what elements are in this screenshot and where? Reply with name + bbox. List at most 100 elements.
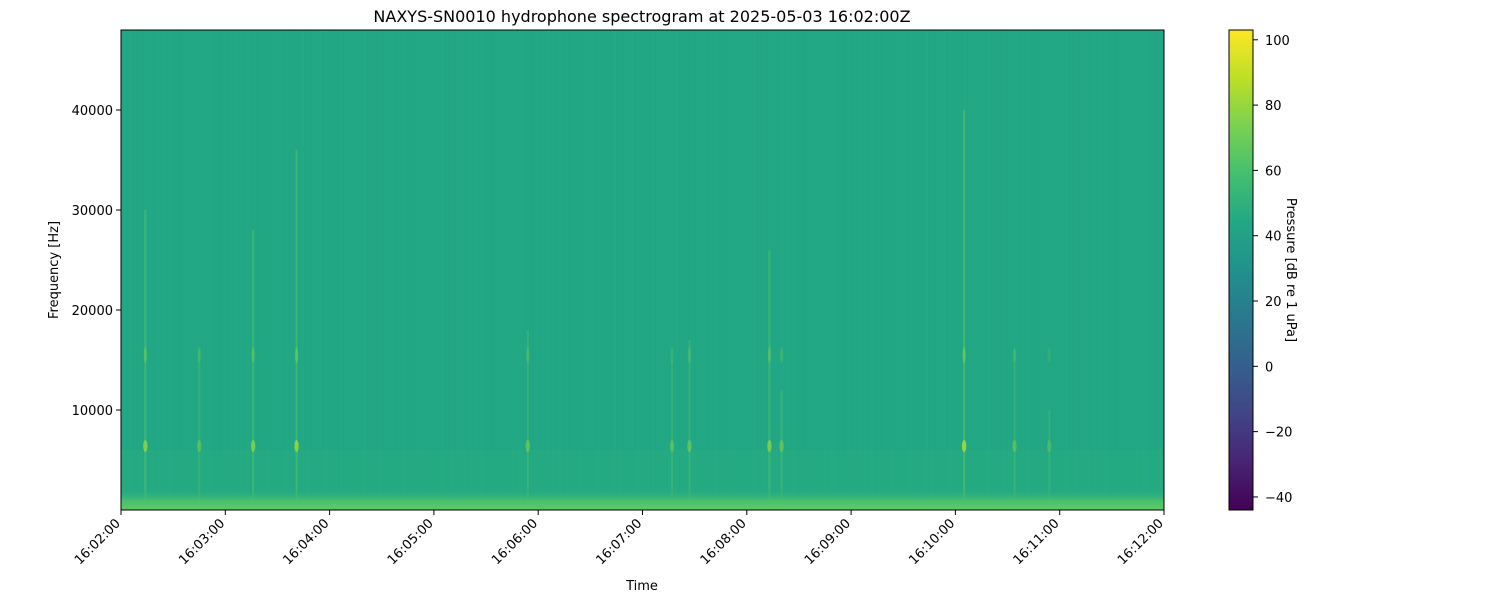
texture-column (568, 30, 570, 510)
texture-column (511, 30, 513, 510)
texture-column (172, 30, 174, 510)
texture-column (475, 30, 477, 510)
texture-column (457, 30, 459, 510)
texture-column (331, 30, 333, 510)
transient-harmonic (779, 347, 784, 363)
transient-peak (525, 440, 530, 452)
texture-column (541, 30, 543, 510)
transient-streak (1048, 410, 1051, 510)
texture-column (805, 30, 807, 510)
texture-column (859, 30, 861, 510)
texture-column (592, 30, 594, 510)
texture-column (691, 30, 693, 510)
texture-column (808, 30, 810, 510)
colorbar-tick-label: −20 (1265, 426, 1292, 441)
texture-column (181, 30, 183, 510)
texture-column (820, 30, 822, 510)
texture-column (721, 30, 723, 510)
texture-column (922, 30, 924, 510)
texture-column (244, 30, 246, 510)
texture-column (817, 30, 819, 510)
texture-column (970, 30, 972, 510)
texture-column (1006, 30, 1008, 510)
texture-column (253, 30, 255, 510)
texture-column (127, 30, 129, 510)
colorbar-tick-label: 40 (1265, 230, 1282, 245)
texture-column (766, 30, 768, 510)
texture-column (934, 30, 936, 510)
texture-column (709, 30, 711, 510)
texture-column (454, 30, 456, 510)
texture-column (391, 30, 393, 510)
texture-column (322, 30, 324, 510)
texture-column (1156, 30, 1158, 510)
texture-column (622, 30, 624, 510)
texture-column (1051, 30, 1053, 510)
y-tick-label: 40000 (72, 104, 113, 119)
texture-column (187, 30, 189, 510)
texture-column (478, 30, 480, 510)
texture-column (421, 30, 423, 510)
texture-column (700, 30, 702, 510)
texture-column (502, 30, 504, 510)
texture-column (631, 30, 633, 510)
texture-column (487, 30, 489, 510)
colorbar-label: Pressure [dB re 1 uPa] (1283, 198, 1298, 342)
transient-harmonic (767, 347, 771, 363)
texture-column (1084, 30, 1086, 510)
transient-streak (198, 350, 201, 510)
transient-peak (767, 440, 772, 452)
colorbar-tick-label: 0 (1265, 360, 1273, 375)
texture-column (574, 30, 576, 510)
texture-column (508, 30, 510, 510)
texture-column (883, 30, 885, 510)
texture-column (1024, 30, 1026, 510)
texture-column (535, 30, 537, 510)
texture-column (658, 30, 660, 510)
texture-column (712, 30, 714, 510)
texture-column (316, 30, 318, 510)
texture-column (229, 30, 231, 510)
texture-column (760, 30, 762, 510)
texture-column (799, 30, 801, 510)
texture-column (313, 30, 315, 510)
texture-column (997, 30, 999, 510)
texture-column (160, 30, 162, 510)
transient-harmonic (962, 347, 966, 363)
texture-column (961, 30, 963, 510)
texture-column (1030, 30, 1032, 510)
texture-column (217, 30, 219, 510)
texture-column (1036, 30, 1038, 510)
texture-column (640, 30, 642, 510)
texture-column (514, 30, 516, 510)
texture-column (772, 30, 774, 510)
x-tick-label: 16:03:00 (176, 516, 228, 568)
texture-column (469, 30, 471, 510)
texture-column (334, 30, 336, 510)
texture-column (373, 30, 375, 510)
texture-column (493, 30, 495, 510)
texture-column (661, 30, 663, 510)
texture-column (346, 30, 348, 510)
texture-column (643, 30, 645, 510)
texture-column (994, 30, 996, 510)
texture-column (268, 30, 270, 510)
texture-column (1114, 30, 1116, 510)
texture-column (607, 30, 609, 510)
texture-column (178, 30, 180, 510)
texture-column (955, 30, 957, 510)
texture-column (835, 30, 837, 510)
transient-harmonic (197, 347, 201, 363)
texture-column (448, 30, 450, 510)
x-tick-label: 16:07:00 (593, 516, 645, 568)
texture-column (259, 30, 261, 510)
colorbar (1228, 29, 1254, 511)
texture-column (277, 30, 279, 510)
texture-column (664, 30, 666, 510)
texture-column (1087, 30, 1089, 510)
texture-column (163, 30, 165, 510)
texture-column (976, 30, 978, 510)
transient-harmonic (1012, 347, 1017, 363)
texture-column (223, 30, 225, 510)
transient-harmonic (687, 347, 692, 363)
